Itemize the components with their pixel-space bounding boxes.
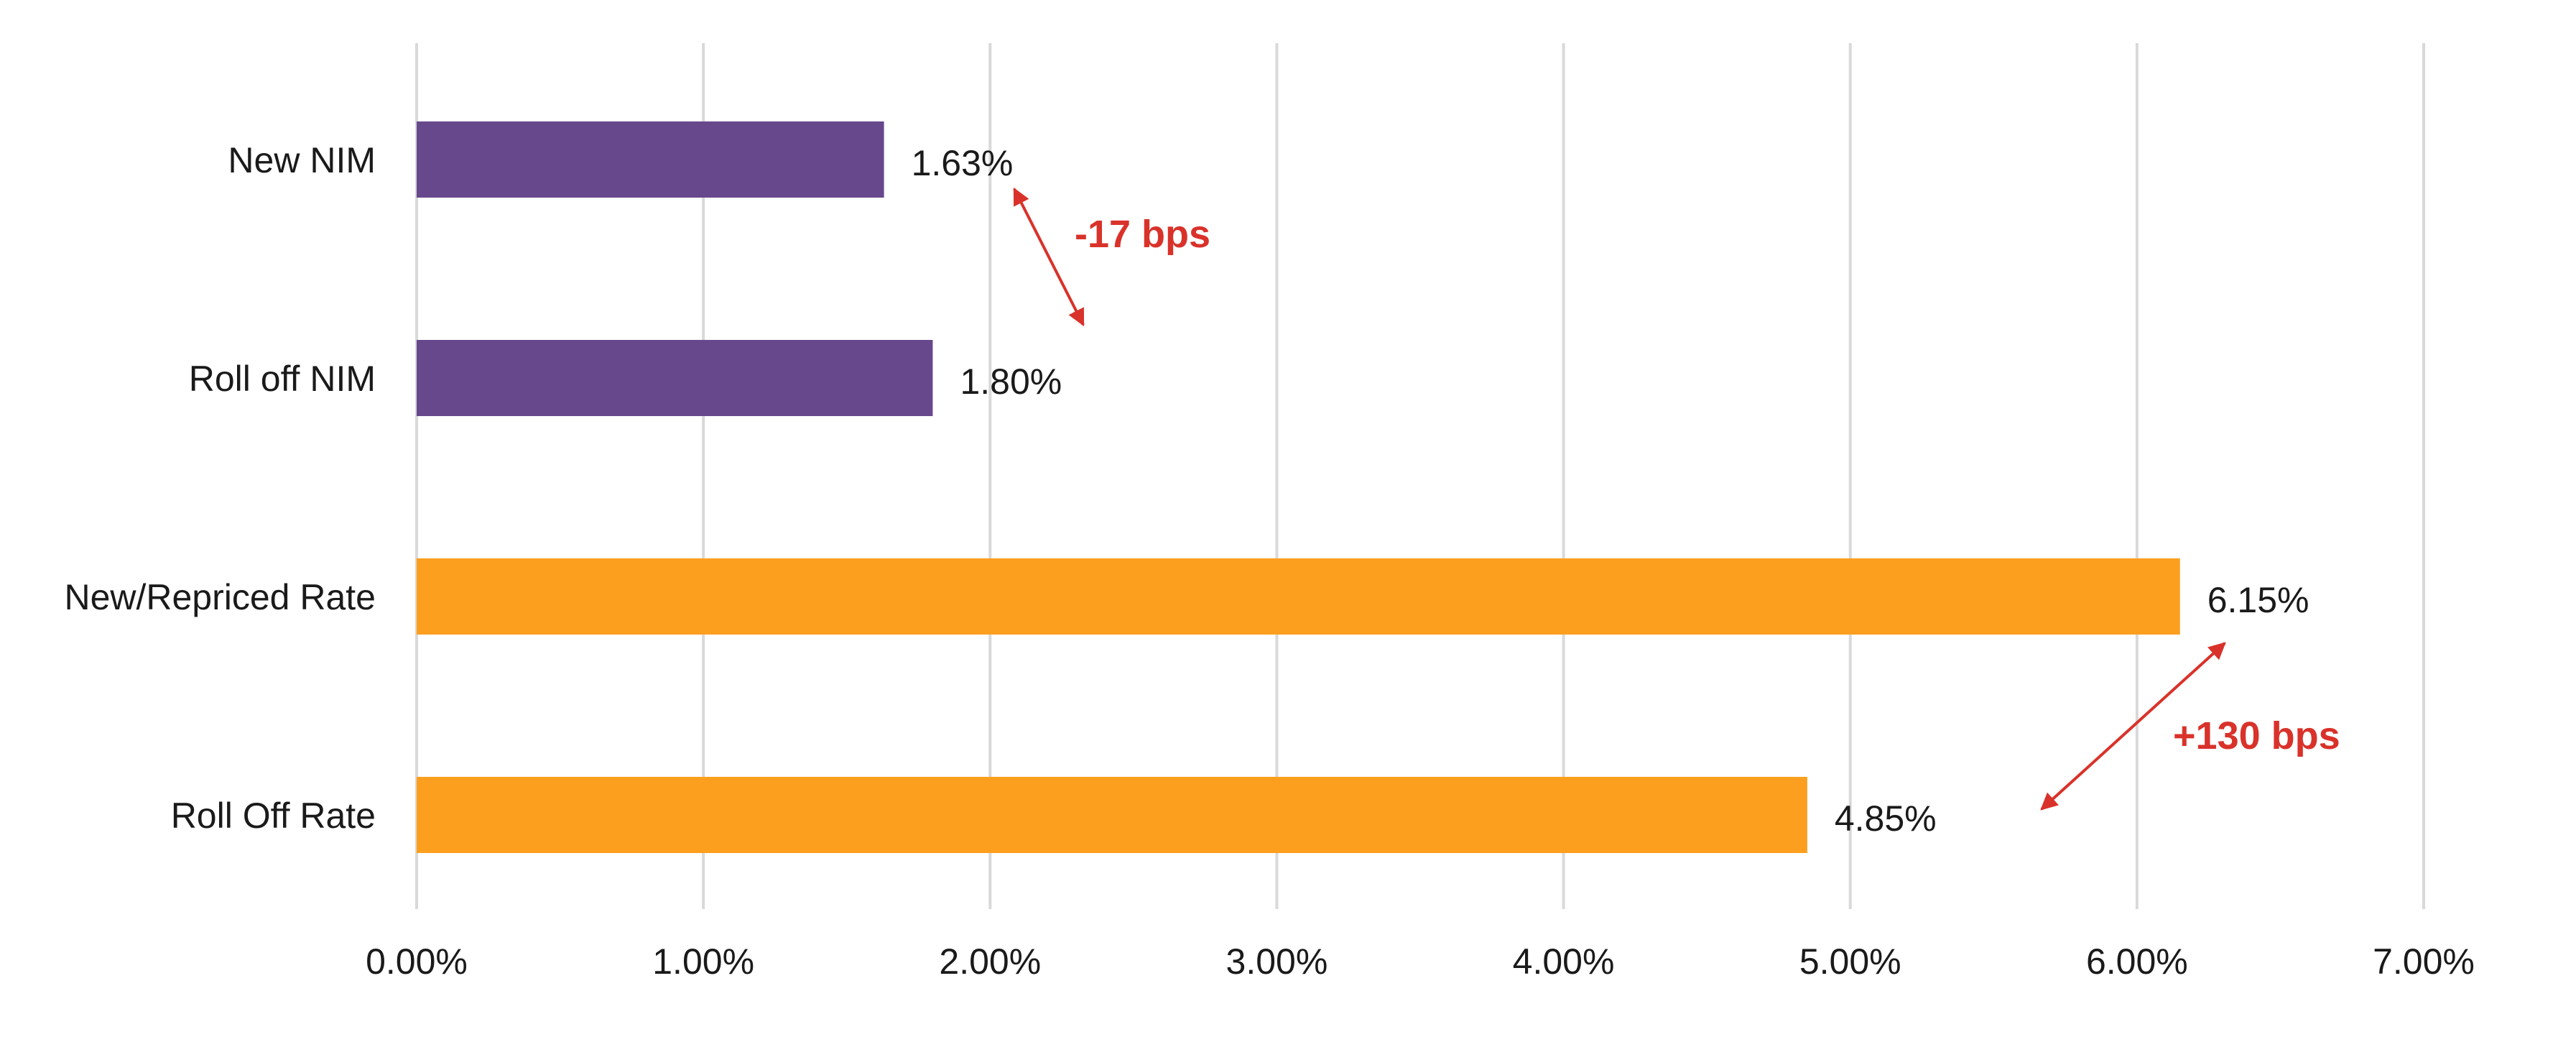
x-tick-label-2: 2.00%	[939, 941, 1041, 982]
annotation-label-1: +130 bps	[2173, 714, 2340, 757]
annotation-arrow-0	[1013, 187, 1085, 327]
x-tick-label-1: 1.00%	[652, 941, 754, 982]
annotation-arrow-1	[2040, 642, 2226, 811]
category-label-2: New/Repriced Rate	[64, 577, 376, 617]
x-tick-label-5: 5.00%	[1799, 941, 1901, 982]
bar-3	[417, 777, 1807, 853]
category-label-0: New NIM	[228, 140, 376, 180]
annotation-label-0: -17 bps	[1075, 213, 1210, 256]
x-tick-label-7: 7.00%	[2373, 941, 2475, 982]
bar-2	[417, 558, 2180, 635]
data-label-1: 1.80%	[960, 361, 1062, 402]
x-tick-label-0: 0.00%	[366, 941, 468, 982]
bars	[417, 121, 2180, 853]
bar-1	[417, 340, 933, 416]
category-label-1: Roll off NIM	[189, 359, 376, 399]
data-label-2: 6.15%	[2207, 580, 2309, 620]
annotations: -17 bps +130 bps	[1013, 187, 2340, 811]
x-tick-label-3: 3.00%	[1226, 941, 1328, 982]
x-tick-label-6: 6.00%	[2086, 941, 2188, 982]
data-label-0: 1.63%	[912, 143, 1014, 183]
labels: 0.00% 1.00% 2.00% 3.00% 4.00% 5.00% 6.00% 7.00%…	[64, 140, 2474, 982]
data-label-3: 4.85%	[1835, 798, 1937, 839]
x-tick-label-4: 4.00%	[1513, 941, 1615, 982]
category-label-3: Roll Off Rate	[171, 796, 376, 836]
bar-0	[417, 121, 884, 198]
